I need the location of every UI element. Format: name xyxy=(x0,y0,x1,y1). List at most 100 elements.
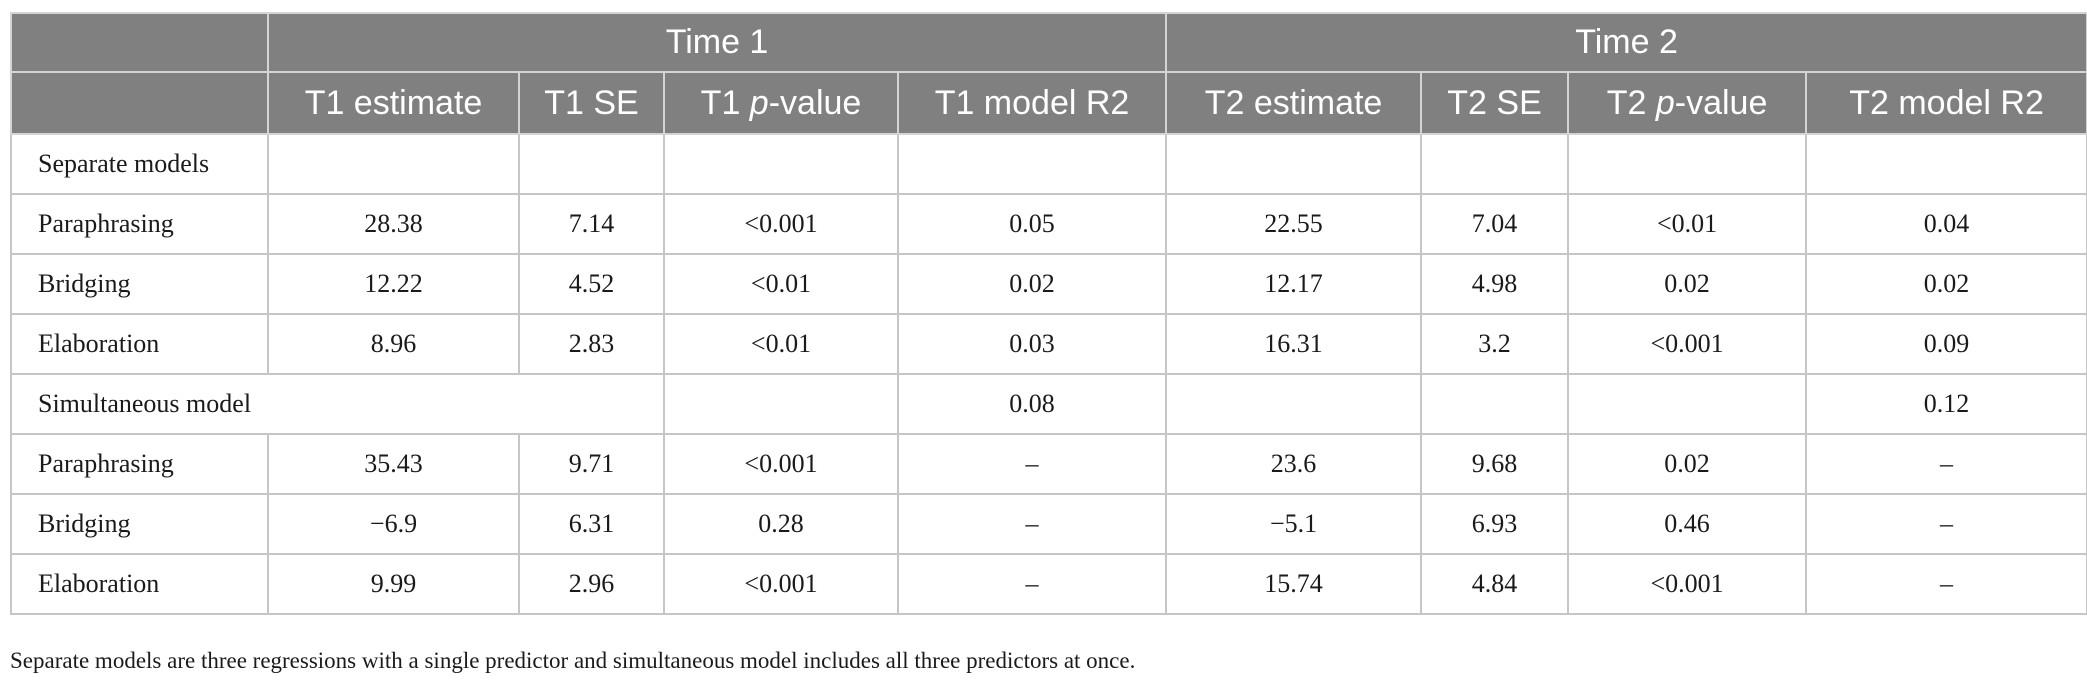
cell-t2-se: 4.98 xyxy=(1420,253,1570,315)
cell-t2-estimate: 15.74 xyxy=(1165,553,1423,615)
cell-simultaneous-t2-r2: 0.12 xyxy=(1805,373,2087,435)
cell-t1-estimate: 8.96 xyxy=(267,313,520,375)
cell-t1-estimate: −6.9 xyxy=(267,493,520,555)
cell-t1-r2: – xyxy=(896,493,1168,555)
col-header-t1-se: T1 SE xyxy=(518,71,665,135)
cell-t2-estimate: −5.1 xyxy=(1165,493,1423,555)
empty-cell xyxy=(1567,133,1808,195)
row-label: Paraphrasing xyxy=(10,193,269,255)
cell-t1-estimate: 9.99 xyxy=(267,553,520,615)
empty-cell xyxy=(1165,133,1423,195)
empty-cell xyxy=(663,133,899,195)
empty-cell xyxy=(1420,133,1570,195)
cell-t1-p: <0.01 xyxy=(663,313,899,375)
t1-p-prefix: T1 xyxy=(700,83,750,122)
cell-t2-estimate: 23.6 xyxy=(1165,433,1423,495)
col-header-t2-p-value: T2 p-value xyxy=(1567,71,1808,135)
cell-t1-p: <0.01 xyxy=(663,253,899,315)
cell-t2-r2: 0.04 xyxy=(1805,193,2087,255)
cell-t1-p: <0.001 xyxy=(663,433,899,495)
cell-t1-se: 7.14 xyxy=(518,193,665,255)
empty-cell xyxy=(896,133,1168,195)
section-label-separate: Separate models xyxy=(10,133,269,195)
empty-cell xyxy=(663,373,899,435)
cell-t2-estimate: 16.31 xyxy=(1165,313,1423,375)
group-header-row: Time 1 Time 2 xyxy=(10,12,2087,73)
cell-t2-se: 6.93 xyxy=(1420,493,1570,555)
cell-t1-p: <0.001 xyxy=(663,193,899,255)
t2-p-prefix: T2 xyxy=(1606,83,1656,122)
empty-cell xyxy=(1165,373,1423,435)
cell-t2-r2: 0.02 xyxy=(1805,253,2087,315)
header-label-blank xyxy=(10,71,269,135)
table-row: Elaboration 8.96 2.83 <0.01 0.03 16.31 3… xyxy=(10,313,2087,375)
cell-t2-p: <0.01 xyxy=(1567,193,1808,255)
col-header-t2-estimate: T2 estimate xyxy=(1165,71,1423,135)
cell-t2-r2: – xyxy=(1805,493,2087,555)
header-corner xyxy=(10,12,269,73)
empty-cell xyxy=(1567,373,1808,435)
cell-t1-p: 0.28 xyxy=(663,493,899,555)
cell-t1-estimate: 12.22 xyxy=(267,253,520,315)
row-label: Elaboration xyxy=(10,553,269,615)
cell-t2-p: 0.02 xyxy=(1567,253,1808,315)
cell-t1-r2: – xyxy=(896,433,1168,495)
section-row-separate: Separate models xyxy=(10,133,2087,195)
col-header-t2-r2: T2 model R2 xyxy=(1805,71,2087,135)
cell-t1-r2: 0.03 xyxy=(896,313,1168,375)
cell-t2-p: 0.02 xyxy=(1567,433,1808,495)
cell-t2-se: 3.2 xyxy=(1420,313,1570,375)
cell-t2-p: 0.46 xyxy=(1567,493,1808,555)
cell-t2-p: <0.001 xyxy=(1567,313,1808,375)
empty-cell xyxy=(518,133,665,195)
table-row: Paraphrasing 28.38 7.14 <0.001 0.05 22.5… xyxy=(10,193,2087,255)
cell-t1-se: 2.83 xyxy=(518,313,665,375)
col-header-t1-p-value: T1 p-value xyxy=(663,71,899,135)
cell-t2-r2: – xyxy=(1805,553,2087,615)
table-row: Elaboration 9.99 2.96 <0.001 – 15.74 4.8… xyxy=(10,553,2087,615)
section-row-simultaneous: Simultaneous model 0.08 0.12 xyxy=(10,373,2087,435)
t2-p-letter: p xyxy=(1655,83,1675,122)
cell-t1-estimate: 28.38 xyxy=(267,193,520,255)
cell-t2-r2: 0.09 xyxy=(1805,313,2087,375)
cell-t1-r2: – xyxy=(896,553,1168,615)
cell-t2-estimate: 22.55 xyxy=(1165,193,1423,255)
cell-t2-se: 9.68 xyxy=(1420,433,1570,495)
group-header-time1: Time 1 xyxy=(266,12,1168,73)
cell-t1-se: 4.52 xyxy=(518,253,665,315)
table-row: Paraphrasing 35.43 9.71 <0.001 – 23.6 9.… xyxy=(10,433,2087,495)
column-header-row: T1 estimate T1 SE T1 p-value T1 model R2… xyxy=(10,71,2087,135)
table-row: Bridging −6.9 6.31 0.28 – −5.1 6.93 0.46… xyxy=(10,493,2087,555)
table-footnote: Separate models are three regressions wi… xyxy=(10,648,1136,673)
cell-t2-p: <0.001 xyxy=(1567,553,1808,615)
cell-t1-r2: 0.02 xyxy=(896,253,1168,315)
cell-t2-estimate: 12.17 xyxy=(1165,253,1423,315)
empty-cell xyxy=(1805,133,2087,195)
empty-cell xyxy=(267,133,520,195)
row-label: Paraphrasing xyxy=(10,433,269,495)
cell-simultaneous-t1-r2: 0.08 xyxy=(896,373,1168,435)
row-label: Bridging xyxy=(10,493,269,555)
cell-t2-se: 7.04 xyxy=(1420,193,1570,255)
cell-t2-se: 4.84 xyxy=(1420,553,1570,615)
row-label: Elaboration xyxy=(10,313,269,375)
t1-p-suffix: -value xyxy=(768,83,862,122)
cell-t1-se: 2.96 xyxy=(518,553,665,615)
col-header-t1-r2: T1 model R2 xyxy=(896,71,1168,135)
empty-cell xyxy=(1420,373,1570,435)
cell-t1-se: 6.31 xyxy=(518,493,665,555)
cell-t2-r2: – xyxy=(1805,433,2087,495)
col-header-t2-se: T2 SE xyxy=(1420,71,1570,135)
group-header-time2: Time 2 xyxy=(1165,12,2087,73)
cell-t1-p: <0.001 xyxy=(663,553,899,615)
cell-t1-se: 9.71 xyxy=(518,433,665,495)
col-header-t1-estimate: T1 estimate xyxy=(267,71,520,135)
regression-results-table: Time 1 Time 2 T1 estimate T1 SE T1 p-val… xyxy=(10,12,2087,615)
cell-t1-estimate: 35.43 xyxy=(267,433,520,495)
section-label-simultaneous: Simultaneous model xyxy=(10,373,665,435)
table-row: Bridging 12.22 4.52 <0.01 0.02 12.17 4.9… xyxy=(10,253,2087,315)
cell-t1-r2: 0.05 xyxy=(896,193,1168,255)
t2-p-suffix: -value xyxy=(1674,83,1768,122)
t1-p-letter: p xyxy=(749,83,769,122)
row-label: Bridging xyxy=(10,253,269,315)
